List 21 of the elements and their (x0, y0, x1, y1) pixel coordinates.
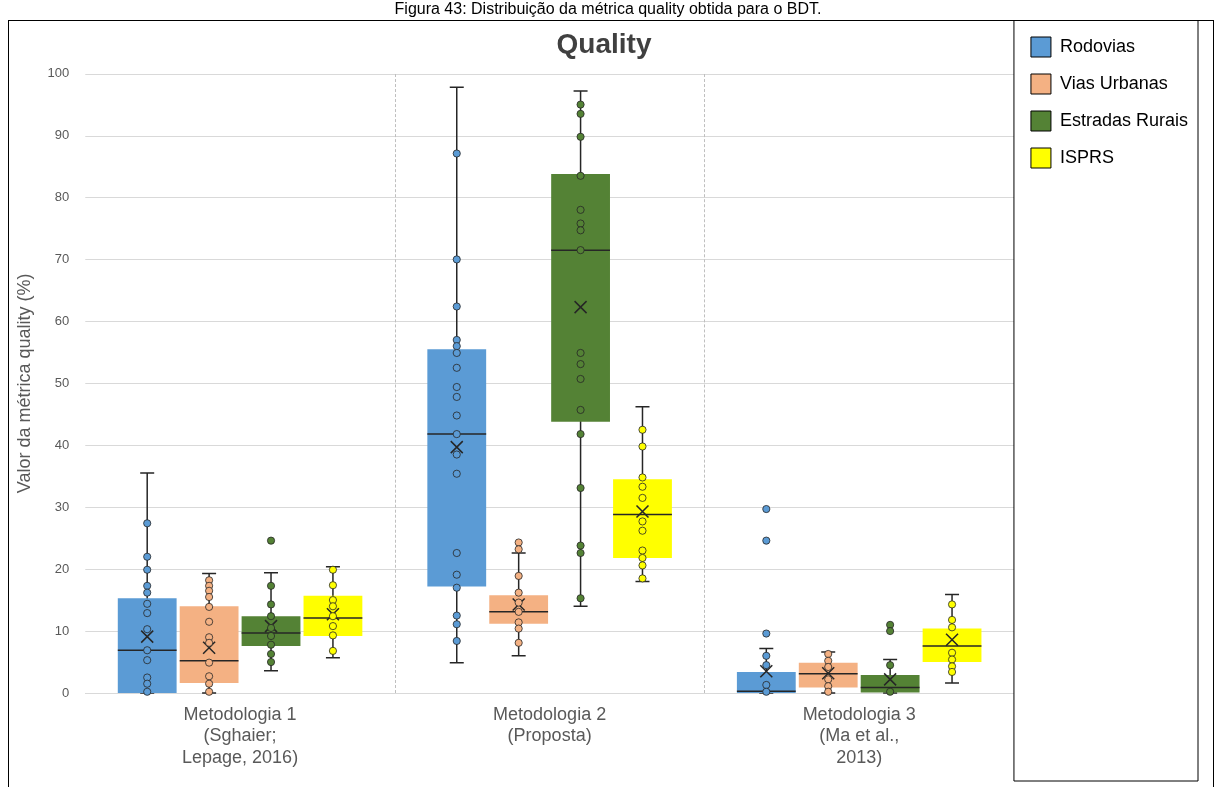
y-tick-label: 90 (54, 127, 70, 143)
y-tick-label: 100 (47, 65, 70, 81)
y-tick-label: 60 (54, 312, 70, 328)
x-tick-label: Metodologia 2 (Proposta) (493, 703, 607, 746)
y-tick-label: 20 (54, 560, 70, 576)
text: Figura 43: Distribuição da métrica quality obtida para o BDT. (393, 0, 823, 19)
x-tick-label: Metodologia 1 (Sghaier; Lepage, 2016) (182, 703, 299, 767)
y-tick-label: 0 (62, 684, 70, 700)
legend-label: ISPRS (1059, 146, 1114, 167)
legend-label: Rodovias (1059, 35, 1135, 56)
x-tick-label: Metodologia 3 (Ma et al., 2013) (802, 703, 916, 767)
y-axis-title: Valor da métrica quality (%) (13, 273, 34, 494)
legend-label: Estradas Rurais (1059, 109, 1189, 130)
y-tick-label: 10 (54, 622, 70, 638)
y-tick-label: 30 (54, 498, 70, 514)
y-tick-label: 50 (54, 374, 70, 390)
legend-label: Vias Urbanas (1059, 72, 1168, 93)
chart-title: Quality (556, 27, 652, 59)
y-tick-label: 40 (54, 436, 70, 452)
y-tick-label: 70 (54, 251, 70, 266)
y-tick-label: 80 (54, 189, 70, 205)
